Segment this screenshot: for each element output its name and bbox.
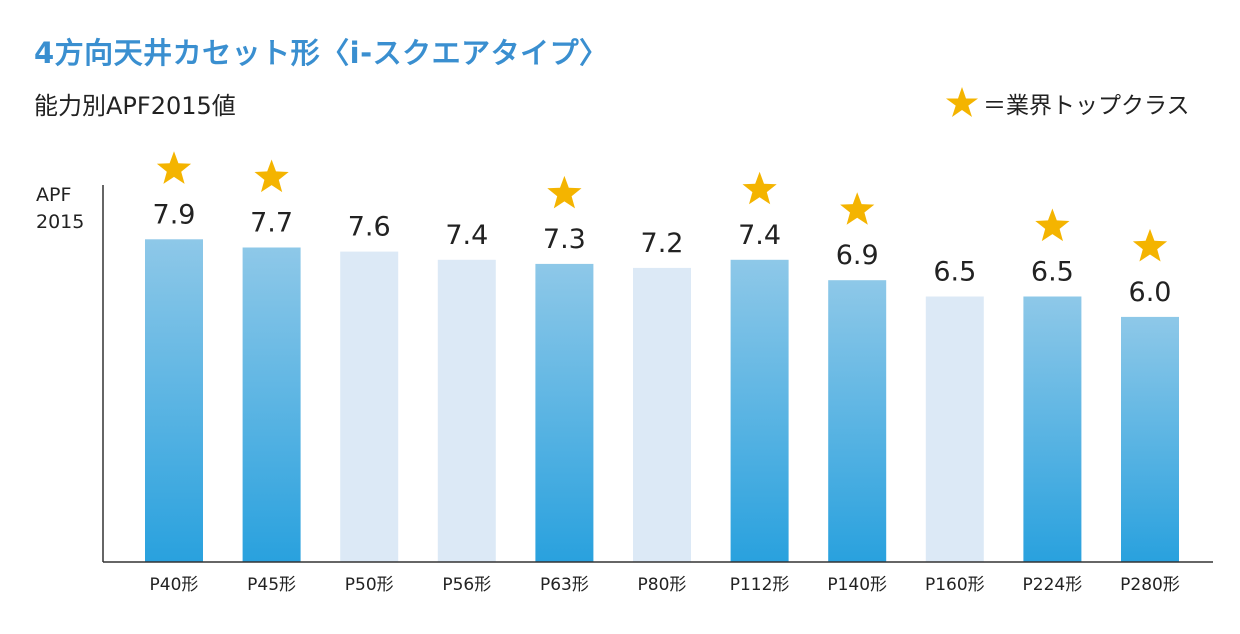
y-axis-label-line2: 2015 bbox=[36, 211, 85, 233]
x-tick-label: P40形 bbox=[150, 575, 199, 595]
top-class-star-icon bbox=[1132, 228, 1168, 262]
x-tick-label: P56形 bbox=[442, 575, 491, 595]
bar-P112形 bbox=[730, 259, 789, 562]
bar-P40形 bbox=[145, 239, 203, 563]
bar-P80形 bbox=[633, 267, 691, 562]
legend: ＝業界トップクラス bbox=[945, 86, 1190, 120]
chart-subtitle: 能力別APF2015値 bbox=[34, 92, 236, 120]
top-class-star-icon bbox=[547, 175, 582, 209]
value-label: 7.9 bbox=[153, 199, 196, 230]
value-label: 7.7 bbox=[250, 208, 293, 239]
value-label: 7.4 bbox=[738, 220, 781, 251]
chart-title: 4方向天井カセット形〈i-スクエアタイプ〉 bbox=[34, 36, 609, 70]
star-icon bbox=[946, 87, 978, 117]
bar-P160形 bbox=[925, 296, 984, 562]
y-axis-label-line1: APF bbox=[36, 184, 72, 206]
x-tick-label: P112形 bbox=[730, 575, 790, 595]
value-label: 6.9 bbox=[836, 240, 879, 271]
x-tick-label: P280形 bbox=[1120, 575, 1180, 595]
value-label: 6.5 bbox=[1031, 257, 1074, 288]
legend-label: ＝業界トップクラス bbox=[983, 93, 1190, 119]
value-label: 6.5 bbox=[933, 257, 976, 288]
x-tick-label: P224形 bbox=[1023, 575, 1083, 595]
top-class-star-icon bbox=[840, 192, 875, 225]
bar-P280形 bbox=[1121, 316, 1179, 562]
value-label: 7.4 bbox=[445, 220, 488, 251]
top-class-star-icon bbox=[156, 151, 192, 184]
bar-P140形 bbox=[828, 280, 887, 562]
x-tick-label: P140形 bbox=[827, 575, 887, 595]
top-class-star-icon bbox=[742, 171, 777, 205]
value-label: 7.3 bbox=[543, 224, 586, 255]
bar-P63形 bbox=[535, 263, 594, 562]
value-label: 7.2 bbox=[641, 228, 684, 259]
bar-P45形 bbox=[242, 247, 301, 562]
x-tick-label: P80形 bbox=[638, 575, 687, 595]
bar-P224形 bbox=[1023, 296, 1082, 562]
x-tick-label: P63形 bbox=[540, 575, 589, 595]
x-tick-label: P160形 bbox=[925, 575, 985, 595]
x-tick-label: P45形 bbox=[247, 575, 296, 595]
bar-P56形 bbox=[437, 259, 496, 562]
top-class-star-icon bbox=[254, 159, 289, 193]
value-label: 7.6 bbox=[348, 212, 391, 243]
top-class-star-icon bbox=[1035, 208, 1070, 242]
value-label: 6.0 bbox=[1129, 277, 1172, 308]
bar-P50形 bbox=[340, 251, 399, 562]
x-tick-label: P50形 bbox=[345, 575, 394, 595]
y-axis-label: APF 2015 bbox=[36, 182, 96, 236]
